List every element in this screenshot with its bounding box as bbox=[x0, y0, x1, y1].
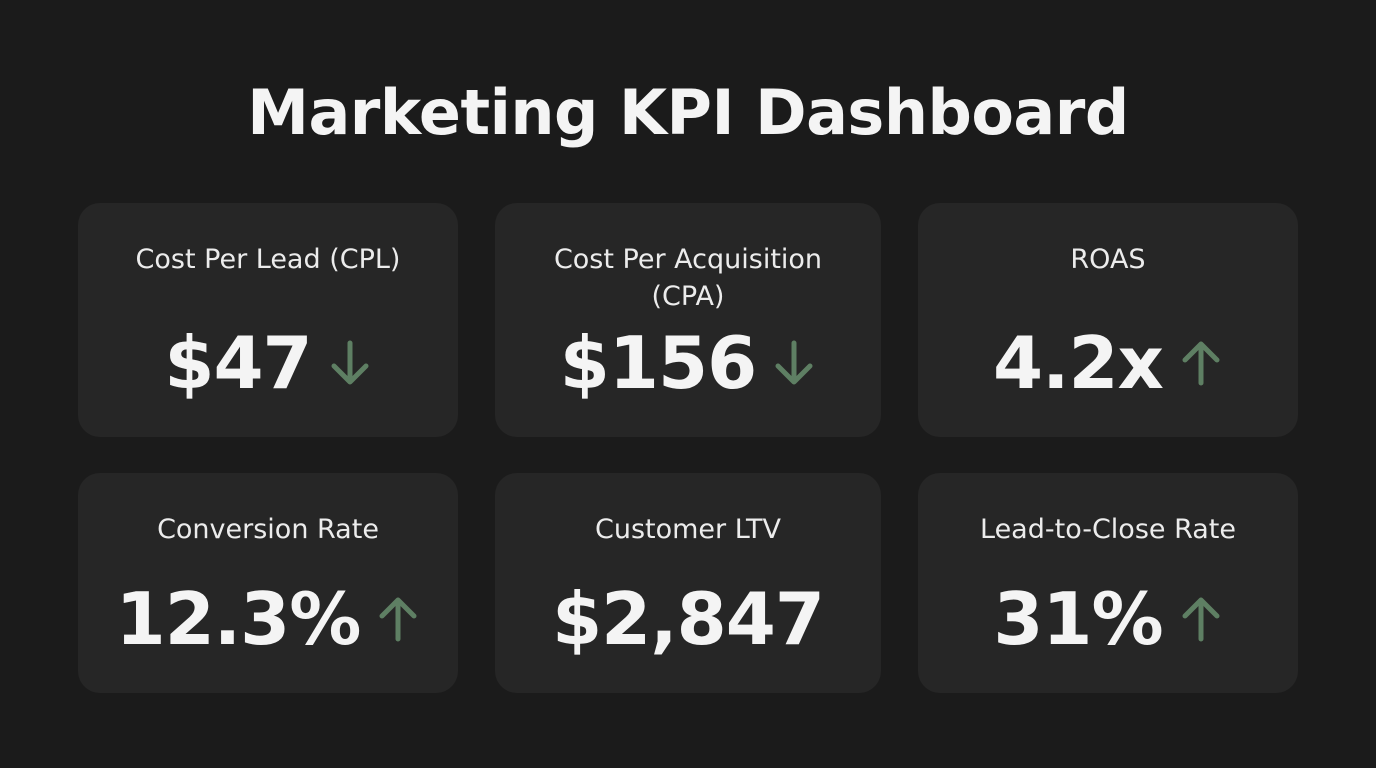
kpi-label: Cost Per Acquisition (CPA) bbox=[553, 244, 823, 312]
kpi-card: Cost Per Acquisition (CPA) $156 bbox=[495, 203, 881, 437]
kpi-value-row: $156 bbox=[495, 311, 881, 415]
kpi-value: $2,847 bbox=[552, 577, 825, 661]
kpi-value-row: $47 bbox=[78, 311, 458, 415]
kpi-value: 4.2x bbox=[993, 321, 1164, 405]
kpi-card: Conversion Rate 12.3% bbox=[78, 473, 458, 693]
arrow-shape bbox=[379, 597, 417, 642]
kpi-card: ROAS 4.2x bbox=[918, 203, 1298, 437]
kpi-card: Customer LTV $2,847 bbox=[495, 473, 881, 693]
kpi-value-row: 4.2x bbox=[918, 311, 1298, 415]
trend-arrow bbox=[1182, 341, 1220, 386]
arrow-shape bbox=[775, 340, 813, 385]
trend-arrow bbox=[1182, 597, 1220, 642]
kpi-value: 12.3% bbox=[115, 577, 362, 661]
kpi-label: Conversion Rate bbox=[157, 514, 379, 545]
kpi-value: 31% bbox=[993, 577, 1163, 661]
arrow-shape bbox=[1182, 597, 1220, 642]
trend-arrow bbox=[775, 340, 813, 385]
kpi-card: Cost Per Lead (CPL) $47 bbox=[78, 203, 458, 437]
kpi-label: ROAS bbox=[1070, 244, 1146, 275]
arrow-shape bbox=[331, 340, 369, 385]
kpi-value-row: 12.3% bbox=[78, 567, 458, 671]
kpi-value: $47 bbox=[164, 321, 312, 405]
kpi-value-row: $2,847 bbox=[495, 567, 881, 671]
arrow-shape bbox=[1182, 341, 1220, 386]
trend-arrow bbox=[331, 340, 369, 385]
kpi-label: Customer LTV bbox=[594, 514, 782, 545]
kpi-label: Cost Per Lead (CPL) bbox=[135, 244, 401, 275]
kpi-card: Lead-to-Close Rate 31% bbox=[918, 473, 1298, 693]
kpi-value-row: 31% bbox=[918, 567, 1298, 671]
kpi-label: Lead-to-Close Rate bbox=[980, 514, 1236, 545]
kpi-value: $156 bbox=[559, 321, 757, 405]
trend-arrow bbox=[379, 597, 417, 642]
dashboard-title: Marketing KPI Dashboard bbox=[247, 76, 1129, 149]
